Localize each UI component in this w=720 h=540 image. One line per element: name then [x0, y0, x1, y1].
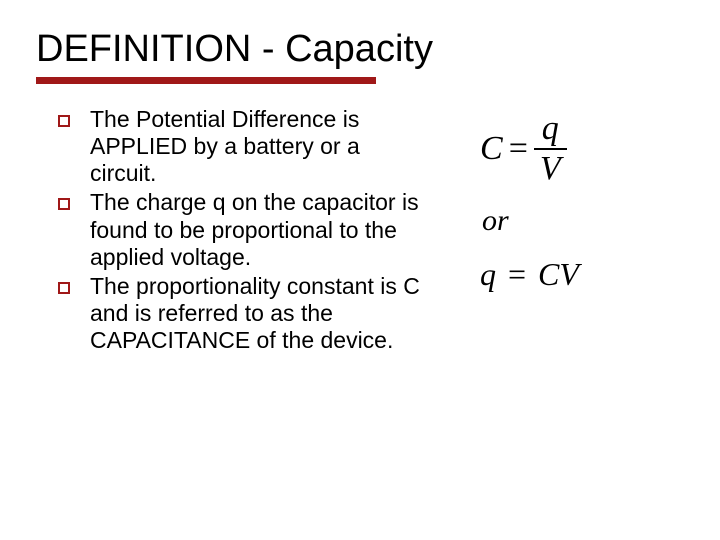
slide-title: DEFINITION - Capacity: [36, 28, 684, 71]
eq2-lhs: q: [480, 256, 496, 292]
formula-block: C = q V or q = CV: [426, 106, 684, 293]
slide-body: The Potential Difference is APPLIED by a…: [36, 106, 684, 356]
eq1-numerator: q: [536, 112, 565, 148]
eq1-equals: =: [509, 130, 528, 168]
eq2-equals: =: [508, 256, 526, 292]
bullet-text: The charge q on the capacitor is found t…: [90, 189, 426, 270]
bullet-text: The Potential Difference is APPLIED by a…: [90, 106, 426, 187]
or-label: or: [482, 204, 684, 238]
equation-q-equals-cv: q = CV: [480, 256, 684, 293]
bullet-square-icon: [58, 198, 70, 210]
list-item: The proportionality constant is C and is…: [58, 273, 426, 354]
eq1-lhs: C: [480, 130, 503, 168]
bullet-list: The Potential Difference is APPLIED by a…: [36, 106, 426, 356]
eq1-fraction: q V: [534, 112, 567, 186]
equation-c-equals-q-over-v: C = q V: [480, 112, 684, 186]
bullet-text: The proportionality constant is C and is…: [90, 273, 426, 354]
eq1-denominator: V: [534, 150, 567, 186]
slide: DEFINITION - Capacity The Potential Diff…: [0, 0, 720, 540]
list-item: The Potential Difference is APPLIED by a…: [58, 106, 426, 187]
eq2-rhs: CV: [538, 256, 579, 292]
bullet-square-icon: [58, 115, 70, 127]
title-underline: [36, 77, 376, 84]
bullet-square-icon: [58, 282, 70, 294]
list-item: The charge q on the capacitor is found t…: [58, 189, 426, 270]
